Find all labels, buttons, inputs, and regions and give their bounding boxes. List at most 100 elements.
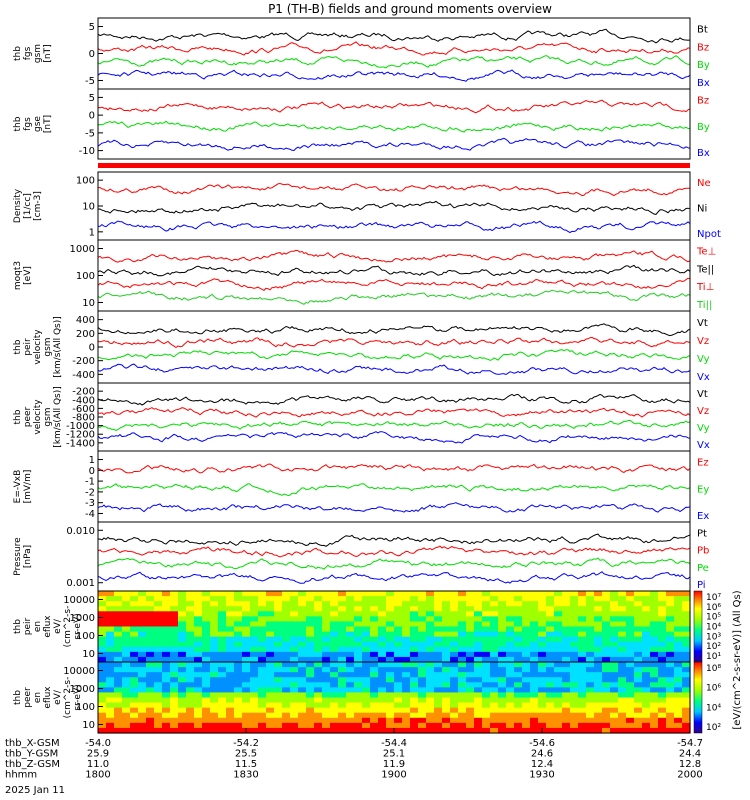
heat-cell xyxy=(394,616,403,623)
heat-cell xyxy=(202,727,211,734)
heat-cell xyxy=(306,682,315,688)
heat-cell xyxy=(514,707,523,714)
heat-cell xyxy=(538,606,547,612)
heat-cell xyxy=(314,636,323,643)
heat-cell xyxy=(482,692,491,699)
legend-label: Vx xyxy=(697,372,710,383)
heat-cell xyxy=(202,606,211,612)
heat-cell xyxy=(474,621,483,628)
heat-cell xyxy=(322,687,331,694)
y-axis-label: [km/s(All Qs)] xyxy=(53,316,63,378)
heat-cell xyxy=(386,616,395,623)
heat-cell xyxy=(426,596,435,602)
heat-cell xyxy=(330,656,339,663)
heat-cell xyxy=(618,636,627,643)
heat-cell xyxy=(314,707,323,714)
legend-label: Vt xyxy=(697,389,708,400)
heat-cell xyxy=(578,712,587,719)
x-tick-label: 1800 xyxy=(85,770,110,781)
y-tick-label: 400 xyxy=(76,315,95,326)
heat-cell xyxy=(682,687,691,694)
x-tick-label: -54.4 xyxy=(381,738,407,749)
colorbar-tick: 10⁶ xyxy=(706,684,721,694)
heat-cell xyxy=(466,712,475,719)
heat-cell xyxy=(586,656,595,663)
heat-cell xyxy=(178,621,187,628)
heat-cell xyxy=(274,677,283,683)
heat-cell xyxy=(290,601,299,607)
heat-cell xyxy=(410,677,419,683)
heat-cell xyxy=(346,651,355,658)
heat-cell xyxy=(154,606,163,612)
legend-label: Vt xyxy=(697,318,708,329)
heat-cell xyxy=(98,646,107,653)
x-tick-label: 11.9 xyxy=(383,759,405,770)
heat-cell xyxy=(474,641,483,648)
legend-label: By xyxy=(697,122,710,133)
heat-cell xyxy=(562,611,571,617)
heat-cell xyxy=(602,682,611,688)
heat-cell xyxy=(458,636,467,643)
heat-cell xyxy=(370,596,379,602)
heat-cell xyxy=(354,636,363,643)
heat-cell xyxy=(242,667,251,673)
heat-cell xyxy=(114,646,123,653)
heat-cell xyxy=(634,672,643,678)
heat-cell xyxy=(266,616,275,623)
heat-cell xyxy=(578,631,587,638)
heat-cell xyxy=(490,707,499,714)
y-tick-label: -200 xyxy=(72,387,95,398)
heat-cell xyxy=(466,717,475,724)
heat-cell xyxy=(186,667,195,673)
heat-cell xyxy=(522,596,531,602)
heat-cell xyxy=(434,626,443,633)
heat-cell xyxy=(226,656,235,663)
heat-cell xyxy=(626,631,635,638)
heat-cell xyxy=(610,697,619,704)
panel-frame xyxy=(97,17,691,90)
heat-cell xyxy=(426,626,435,633)
y-tick-label: 0.010 xyxy=(66,526,95,537)
heat-cell xyxy=(314,682,323,688)
heat-cell xyxy=(522,611,531,617)
heat-cell xyxy=(642,682,651,688)
heat-cell xyxy=(338,596,347,602)
heat-cell xyxy=(122,621,131,628)
heat-cell xyxy=(370,651,379,658)
heat-cell xyxy=(98,707,107,714)
heat-cell xyxy=(314,611,323,617)
heat-cell xyxy=(386,662,395,668)
heat-cell xyxy=(242,591,251,597)
heat-cell xyxy=(538,707,547,714)
heat-cell xyxy=(546,677,555,683)
heat-cell xyxy=(258,601,267,607)
heat-cell xyxy=(154,707,163,714)
heat-cell xyxy=(122,591,131,597)
heat-cell xyxy=(570,621,579,628)
heat-cell xyxy=(362,636,371,643)
heat-cell xyxy=(362,656,371,663)
heat-cell xyxy=(298,692,307,699)
heat-cell xyxy=(394,631,403,638)
heat-cell xyxy=(154,687,163,694)
y-axis-label: eflux xyxy=(43,615,53,638)
heat-cell xyxy=(394,677,403,683)
heat-cell xyxy=(522,677,531,683)
heat-cell xyxy=(194,722,203,729)
heat-cell xyxy=(586,641,595,648)
heat-cell xyxy=(578,606,587,612)
heat-cell xyxy=(418,626,427,633)
heat-cell xyxy=(314,672,323,678)
heat-cell xyxy=(250,697,259,704)
heat-cell xyxy=(378,672,387,678)
heat-cell xyxy=(234,636,243,643)
heat-cell xyxy=(218,616,227,623)
heat-cell xyxy=(546,646,555,653)
heat-cell xyxy=(466,727,475,734)
heat-cell xyxy=(506,601,515,607)
series-line xyxy=(97,99,691,114)
heat-cell xyxy=(194,687,203,694)
heat-cell xyxy=(674,616,683,623)
heat-cell xyxy=(282,682,291,688)
heat-cell xyxy=(442,662,451,668)
